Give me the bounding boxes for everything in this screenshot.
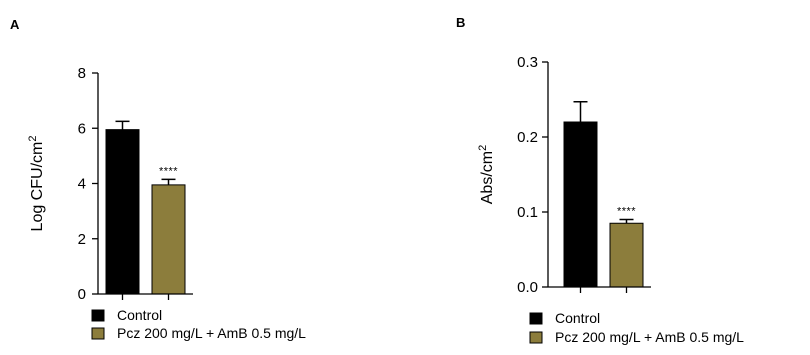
panel-letter: A — [10, 17, 20, 32]
y-axis-label-text: Abs/cm — [479, 151, 496, 204]
legend-label: Pcz 200 mg/L + AmB 0.5 mg/L — [555, 329, 744, 345]
legend-label: Pcz 200 mg/L + AmB 0.5 mg/L — [117, 325, 306, 341]
y-tick-label: 0.2 — [517, 129, 538, 146]
chart-panel-b: B 0.0 0.1 0.2 0.3 Abs/cm2 **** Control Pcz 200 m… — [456, 15, 744, 345]
legend-label: Control — [555, 310, 600, 326]
y-tick-label: 2 — [78, 231, 86, 248]
bar — [609, 222, 644, 288]
significance-label: **** — [159, 165, 178, 177]
y-axis-label-text: Log CFU/cm — [29, 142, 46, 232]
y-tick-label: 0.1 — [517, 204, 538, 221]
significance-label: **** — [617, 206, 636, 218]
y-axis-label: Log CFU/cm2 — [27, 136, 46, 232]
y-tick-label: 0 — [78, 286, 86, 303]
bar — [563, 121, 598, 288]
y-tick-label: 8 — [78, 65, 86, 82]
legend-swatch — [91, 309, 105, 322]
y-tick-label: 0.0 — [517, 279, 538, 296]
legend-swatch — [529, 312, 543, 325]
y-axis-label-superscript: 2 — [477, 145, 489, 151]
y-tick-label: 6 — [78, 120, 86, 137]
y-axis-label: Abs/cm2 — [477, 145, 496, 204]
panel-letter: B — [456, 15, 465, 30]
bar — [105, 129, 140, 295]
legend-swatch — [91, 327, 105, 340]
legend-label: Control — [117, 307, 162, 323]
y-tick-label: 4 — [78, 176, 86, 193]
bar — [151, 184, 186, 295]
y-tick-label: 0.3 — [517, 54, 538, 71]
y-axis-label-superscript: 2 — [27, 136, 39, 142]
legend-swatch — [529, 331, 543, 344]
